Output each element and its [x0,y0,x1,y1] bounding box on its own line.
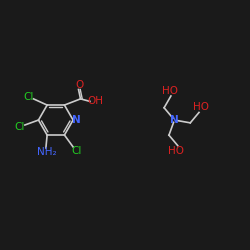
Text: O: O [75,80,83,90]
Text: Cl: Cl [72,146,82,156]
Text: N: N [72,115,80,125]
Text: Cl: Cl [15,122,25,132]
Text: OH: OH [87,96,103,106]
Text: HO: HO [162,86,178,96]
Text: Cl: Cl [24,92,34,102]
Text: HO: HO [168,146,184,156]
Text: NH₂: NH₂ [36,147,56,157]
Text: N: N [170,115,179,125]
Text: HO: HO [193,102,209,112]
